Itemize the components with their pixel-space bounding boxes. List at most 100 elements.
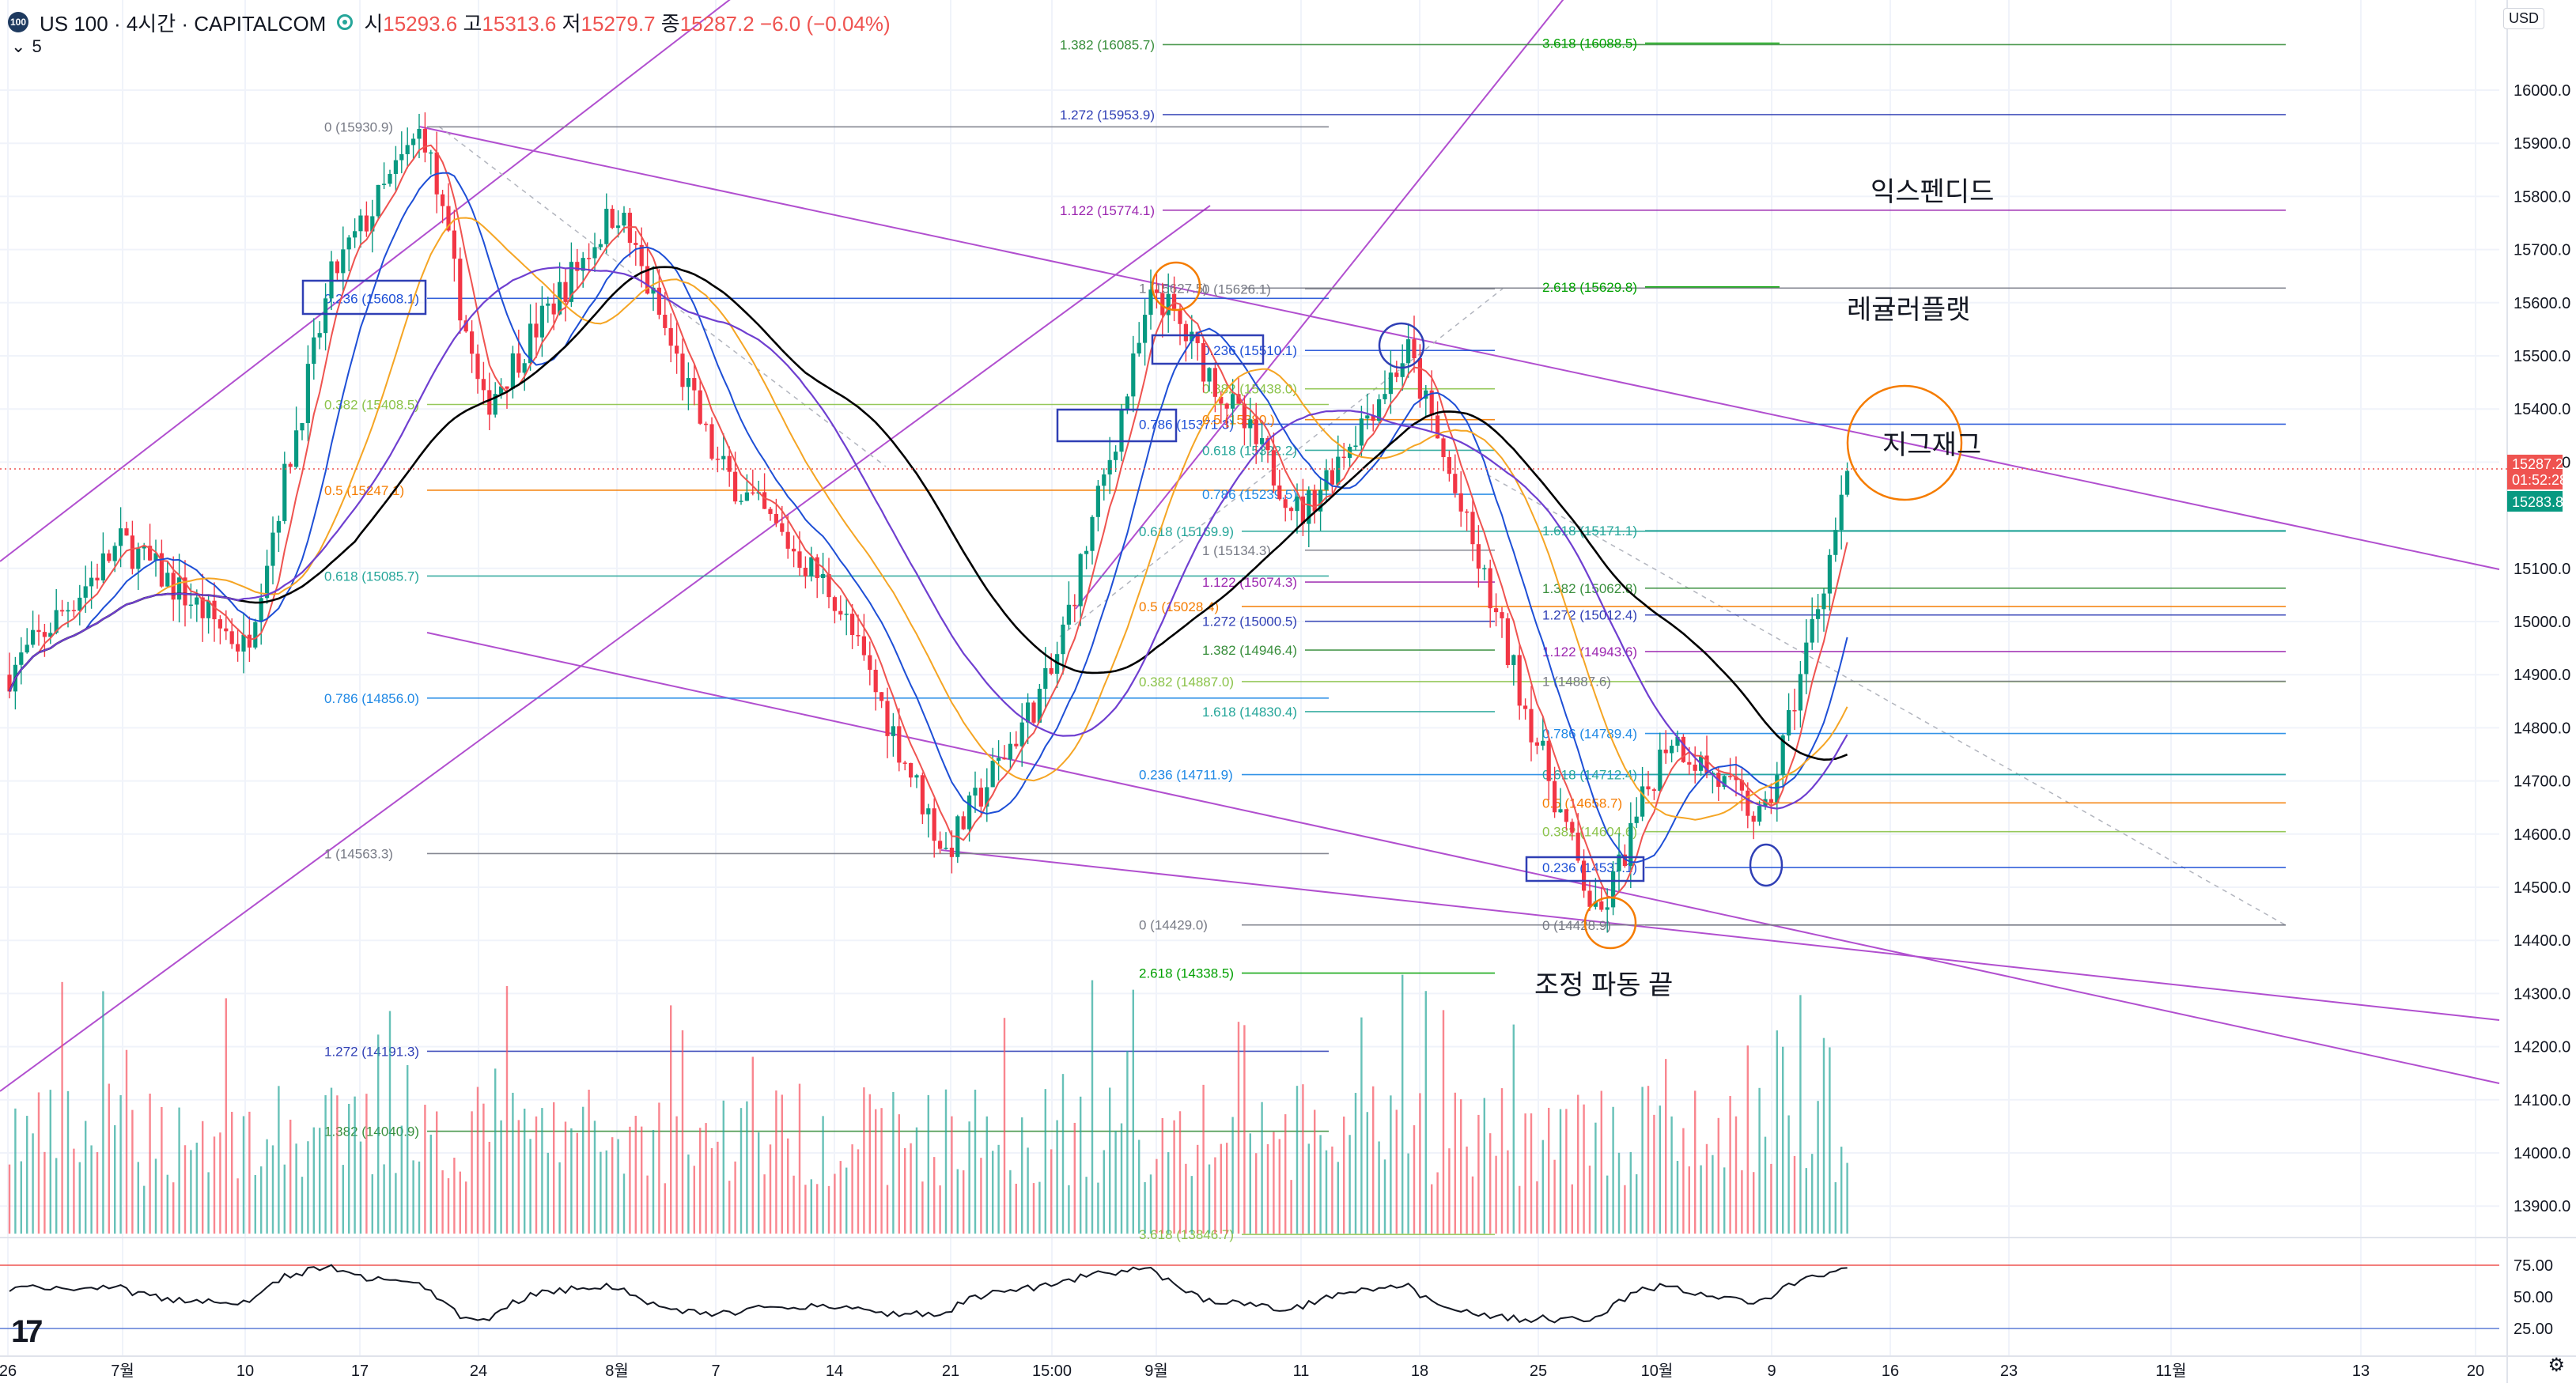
candle-body <box>1143 315 1148 343</box>
volume-bar <box>154 1158 157 1234</box>
candle-body <box>470 331 475 354</box>
candle-body <box>130 535 134 569</box>
candle-body <box>1470 512 1475 545</box>
volume-bar <box>96 1152 99 1234</box>
candle-body <box>844 614 849 615</box>
volume-bar <box>1717 1117 1719 1234</box>
volume-bar <box>459 1171 461 1234</box>
candle-body <box>1265 438 1270 451</box>
candle-body <box>856 634 861 637</box>
gear-icon[interactable]: ⚙ <box>2548 1355 2565 1376</box>
candle-body <box>1190 331 1194 342</box>
volume-bar <box>1758 1087 1761 1234</box>
volume-bar <box>1331 1146 1333 1234</box>
candle-body <box>1792 710 1797 712</box>
currency-button[interactable]: USD <box>2502 8 2544 29</box>
price-tick: 14000.0 <box>2514 1145 2570 1162</box>
price-tick: 15400.0 <box>2514 401 2570 418</box>
trend-line <box>426 632 2500 1084</box>
candle-body <box>792 548 796 552</box>
candle-body <box>107 553 112 561</box>
symbol-badge[interactable]: 100 <box>8 12 28 32</box>
volume-bar <box>1583 1104 1585 1234</box>
fib-label: 0.382 (15408.5) <box>324 397 419 412</box>
volume-bar <box>149 1093 151 1234</box>
rsi-tick: 75.00 <box>2514 1257 2553 1275</box>
tradingview-logo-icon[interactable]: 17 <box>11 1314 43 1349</box>
candle-body <box>1242 403 1246 429</box>
candle-body <box>1564 809 1568 822</box>
candle-body <box>54 610 59 633</box>
fib-label: 0.618 (15085.7) <box>324 569 419 584</box>
candle-body <box>441 194 445 206</box>
candle-body <box>1172 293 1177 309</box>
indicator-toggle[interactable]: ⌄ 5 <box>11 36 42 57</box>
candle-body <box>1441 438 1446 458</box>
fib-label: 0 (14428.9) <box>1542 918 1611 933</box>
volume-bar <box>547 1152 549 1234</box>
candle-body <box>1178 308 1182 324</box>
volume-bar <box>804 1185 807 1234</box>
chevron-down-icon[interactable]: ⌄ <box>11 36 26 56</box>
candle-body <box>1207 368 1212 382</box>
candle-body <box>270 532 275 566</box>
candle-body <box>563 282 568 302</box>
volume-bar <box>190 1150 192 1234</box>
volume-bar <box>1068 1185 1070 1234</box>
volume-bar <box>137 1162 139 1234</box>
time-tick: 9 <box>1767 1362 1776 1380</box>
candle-body <box>505 386 509 389</box>
candle-body <box>1300 496 1305 524</box>
candle-body <box>83 586 88 598</box>
price-tick: 16000.0 <box>2514 82 2570 100</box>
candle-body <box>675 346 679 354</box>
volume-bar <box>348 1103 350 1234</box>
zigzag-guide <box>438 126 887 467</box>
low-value: 15279.7 <box>581 11 656 36</box>
candle-body <box>1827 554 1832 594</box>
candle-body <box>1746 790 1750 816</box>
candle-body <box>1131 353 1136 397</box>
candle-body <box>1465 511 1470 513</box>
volume-bar <box>1103 1150 1105 1234</box>
ma-price-tag <box>2507 491 2563 512</box>
price-tick: 15600.0 <box>2514 295 2570 312</box>
candle-body <box>1107 459 1112 474</box>
candle-body <box>259 598 263 622</box>
candle-body <box>704 423 709 425</box>
volume-bar <box>758 1132 760 1234</box>
candle-body <box>1002 758 1007 760</box>
candle-body <box>709 424 714 459</box>
trend-channels <box>0 0 2500 1092</box>
candle-body <box>1599 901 1604 910</box>
candle-body <box>587 258 592 259</box>
volume-bar <box>1325 1150 1328 1234</box>
volume-bar <box>629 1126 631 1234</box>
volume-bar <box>66 1090 70 1234</box>
candle-body <box>1377 399 1382 421</box>
volume-bar <box>202 1121 204 1234</box>
volume-bar <box>1700 1165 1702 1234</box>
candle-body <box>1072 604 1077 607</box>
volume-bar <box>1495 1155 1497 1234</box>
candle-body <box>932 808 936 841</box>
candle-body <box>1148 289 1153 316</box>
candle-body <box>1704 755 1709 773</box>
candle-body <box>1546 740 1551 781</box>
chart-title[interactable]: US 100 · 4시간 · CAPITALCOM <box>40 11 327 36</box>
candle-body <box>119 528 123 546</box>
candle-body <box>446 206 451 231</box>
volume-bar <box>1378 1141 1380 1234</box>
candle-body <box>715 459 720 460</box>
volume-bar <box>1670 1116 1673 1234</box>
candle-body <box>452 230 456 259</box>
price-tick: 14400.0 <box>2514 932 2570 950</box>
volume-bar <box>1577 1094 1579 1234</box>
volume-bar <box>775 1090 777 1234</box>
volume-bar <box>254 1174 256 1234</box>
volume-bar <box>465 1181 467 1234</box>
volume-bar <box>1764 1136 1767 1234</box>
